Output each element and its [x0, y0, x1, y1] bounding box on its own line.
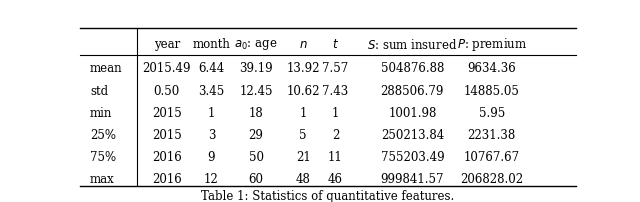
Text: $S$: sum insured: $S$: sum insured: [367, 38, 458, 52]
Text: 18: 18: [249, 106, 264, 119]
Text: 39.19: 39.19: [239, 61, 273, 74]
Text: 3.45: 3.45: [198, 85, 225, 98]
Text: 29: 29: [249, 128, 264, 141]
Text: 14885.05: 14885.05: [464, 85, 520, 98]
Text: 3: 3: [208, 128, 215, 141]
Text: 206828.02: 206828.02: [460, 172, 524, 185]
Text: month: month: [193, 38, 230, 51]
Text: 2231.38: 2231.38: [468, 128, 516, 141]
Text: 21: 21: [296, 150, 310, 163]
Text: 504876.88: 504876.88: [381, 61, 444, 74]
Text: 2: 2: [332, 128, 339, 141]
Text: $t$: $t$: [332, 38, 339, 51]
Text: 12: 12: [204, 172, 219, 185]
Text: 0.50: 0.50: [154, 85, 180, 98]
Text: 1001.98: 1001.98: [388, 106, 436, 119]
Text: 60: 60: [248, 172, 264, 185]
Text: 12.45: 12.45: [239, 85, 273, 98]
Text: 755203.49: 755203.49: [381, 150, 444, 163]
Text: 999841.57: 999841.57: [381, 172, 444, 185]
Text: 50: 50: [248, 150, 264, 163]
Text: max: max: [90, 172, 115, 185]
Text: 6.44: 6.44: [198, 61, 225, 74]
Text: year: year: [154, 38, 180, 51]
Text: 48: 48: [296, 172, 310, 185]
Text: $n$: $n$: [299, 38, 308, 51]
Text: 2015: 2015: [152, 106, 182, 119]
Text: 75%: 75%: [90, 150, 116, 163]
Text: 46: 46: [328, 172, 343, 185]
Text: 7.43: 7.43: [323, 85, 349, 98]
Text: 2015: 2015: [152, 128, 182, 141]
Text: 10767.67: 10767.67: [463, 150, 520, 163]
Text: 25%: 25%: [90, 128, 116, 141]
Text: 250213.84: 250213.84: [381, 128, 444, 141]
Text: 288506.79: 288506.79: [381, 85, 444, 98]
Text: 1: 1: [300, 106, 307, 119]
Text: 1: 1: [332, 106, 339, 119]
Text: 5: 5: [300, 128, 307, 141]
Text: Table 1: Statistics of quantitative features.: Table 1: Statistics of quantitative feat…: [202, 189, 454, 202]
Text: $a_0$: age: $a_0$: age: [234, 38, 278, 52]
Text: mean: mean: [90, 61, 122, 74]
Text: 9: 9: [208, 150, 215, 163]
Text: 2016: 2016: [152, 150, 182, 163]
Text: 9634.36: 9634.36: [467, 61, 516, 74]
Text: 1: 1: [208, 106, 215, 119]
Text: 2016: 2016: [152, 172, 182, 185]
Text: 2015.49: 2015.49: [143, 61, 191, 74]
Text: 10.62: 10.62: [287, 85, 320, 98]
Text: 7.57: 7.57: [323, 61, 349, 74]
Text: 11: 11: [328, 150, 343, 163]
Text: min: min: [90, 106, 112, 119]
Text: $P$: premium: $P$: premium: [456, 36, 527, 53]
Text: 13.92: 13.92: [287, 61, 320, 74]
Text: 5.95: 5.95: [479, 106, 505, 119]
Text: std: std: [90, 85, 108, 98]
